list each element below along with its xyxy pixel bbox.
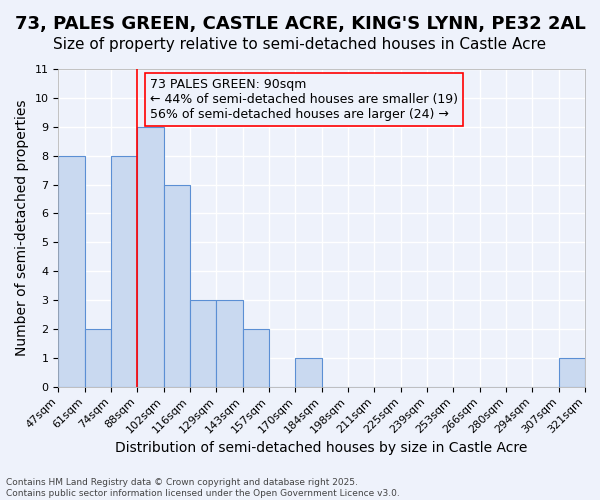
Text: Size of property relative to semi-detached houses in Castle Acre: Size of property relative to semi-detach… xyxy=(53,38,547,52)
Bar xyxy=(216,300,242,386)
Bar xyxy=(58,156,85,386)
Bar xyxy=(295,358,322,386)
Bar xyxy=(559,358,585,386)
Text: 73, PALES GREEN, CASTLE ACRE, KING'S LYNN, PE32 2AL: 73, PALES GREEN, CASTLE ACRE, KING'S LYN… xyxy=(14,15,586,33)
Text: 73 PALES GREEN: 90sqm
← 44% of semi-detached houses are smaller (19)
56% of semi: 73 PALES GREEN: 90sqm ← 44% of semi-deta… xyxy=(151,78,458,120)
Bar xyxy=(111,156,137,386)
Bar xyxy=(85,329,111,386)
Y-axis label: Number of semi-detached properties: Number of semi-detached properties xyxy=(15,100,29,356)
Bar xyxy=(137,127,164,386)
Bar xyxy=(164,184,190,386)
X-axis label: Distribution of semi-detached houses by size in Castle Acre: Distribution of semi-detached houses by … xyxy=(115,441,528,455)
Bar xyxy=(242,329,269,386)
Bar xyxy=(190,300,216,386)
Text: Contains HM Land Registry data © Crown copyright and database right 2025.
Contai: Contains HM Land Registry data © Crown c… xyxy=(6,478,400,498)
